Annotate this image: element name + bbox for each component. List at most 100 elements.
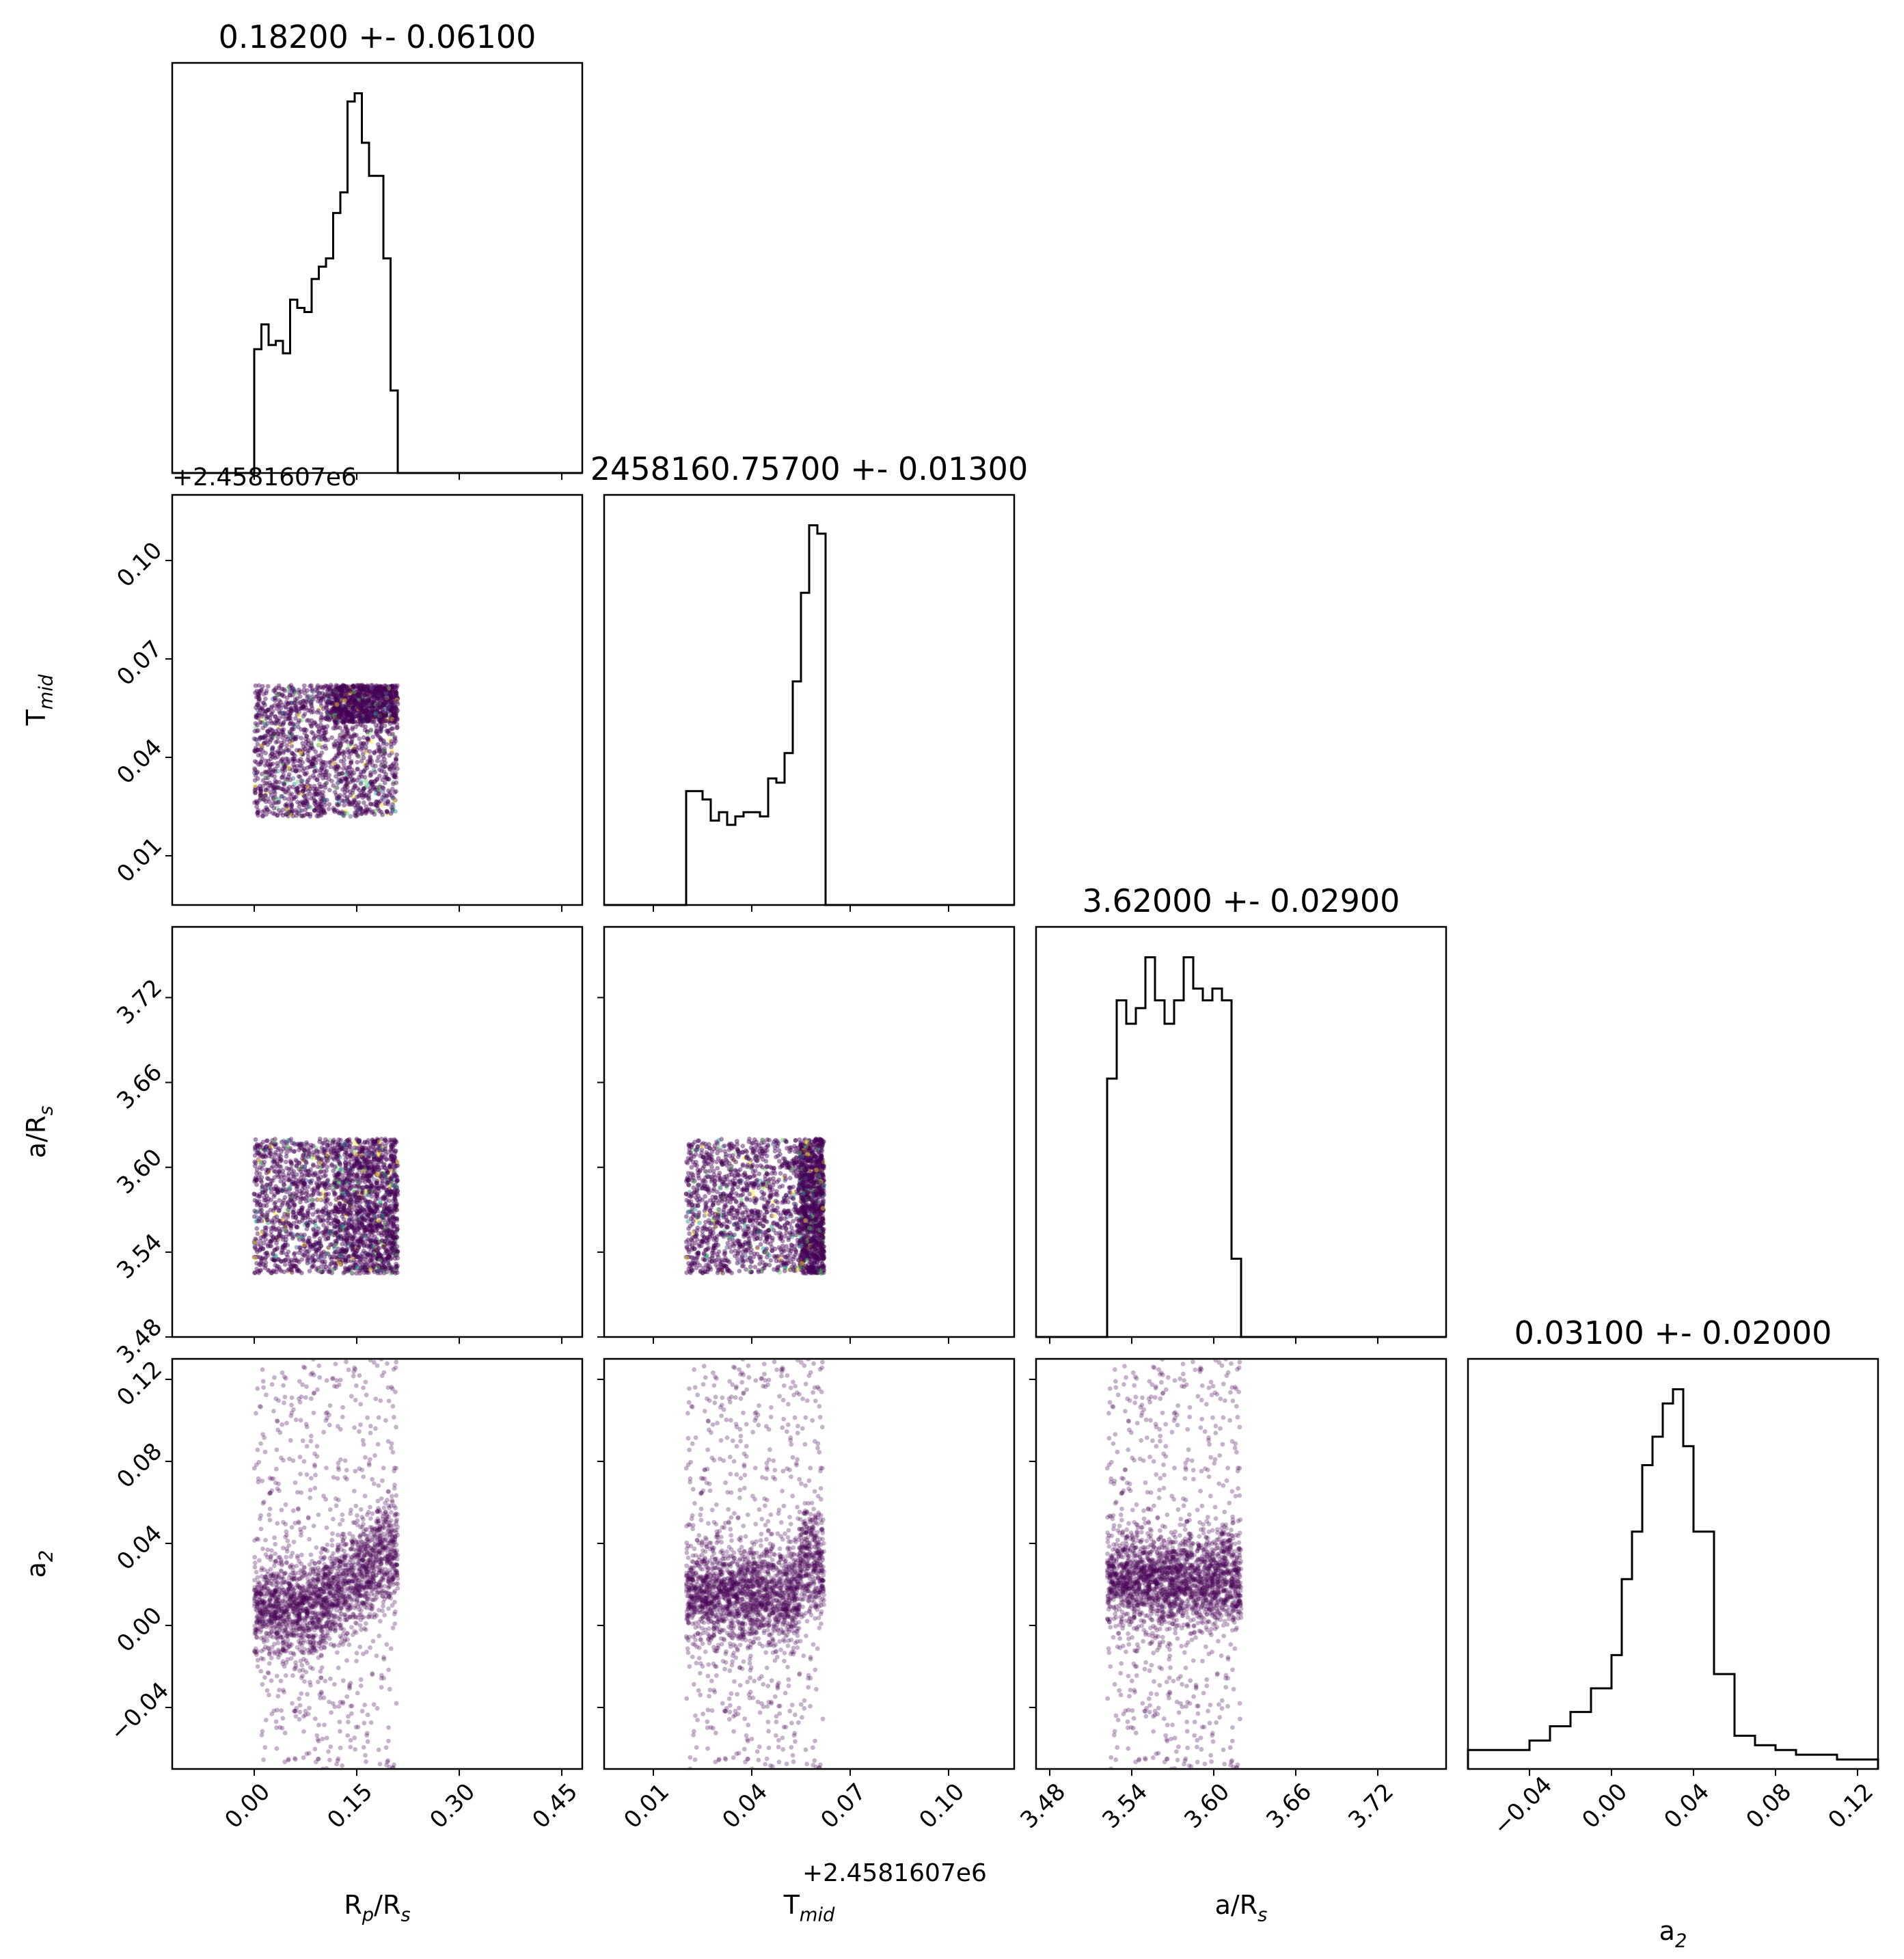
scatter-point <box>297 748 303 753</box>
scatter-point <box>312 808 317 813</box>
scatter-point <box>344 688 350 693</box>
scatter-point <box>305 707 310 713</box>
scatter-point <box>375 690 380 696</box>
scatter-point <box>317 1197 322 1202</box>
scatter-point <box>325 713 330 718</box>
scatter-point <box>284 756 288 761</box>
scatter-point <box>270 782 275 787</box>
scatter-point <box>259 772 264 776</box>
scatter-point <box>358 719 364 725</box>
scatter-point <box>351 684 356 689</box>
scatter-point <box>297 710 301 715</box>
scatter-point <box>272 1139 277 1144</box>
scatter-point <box>260 783 266 789</box>
scatter-point <box>339 710 344 715</box>
scatter-point <box>353 699 358 703</box>
scatter-point <box>259 744 264 750</box>
scatter-point <box>334 708 339 713</box>
scatter-point <box>394 1203 398 1208</box>
scatter-point <box>280 727 285 733</box>
scatter-point <box>359 706 364 712</box>
scatter-point <box>393 713 398 718</box>
scatter-point <box>376 791 381 796</box>
scatter-point <box>394 705 399 711</box>
scatter-point <box>366 689 372 694</box>
scatter-point <box>269 748 275 753</box>
scatter-point <box>380 702 385 707</box>
scatter-point <box>340 688 344 693</box>
scatter-point <box>286 813 291 819</box>
scatter-point <box>357 1150 362 1154</box>
scatter-point <box>301 714 306 719</box>
scatter-point <box>258 789 264 794</box>
scatter-point <box>323 683 328 688</box>
scatter-point <box>349 1157 354 1162</box>
scatter-point <box>312 1232 317 1237</box>
scatter-point <box>353 784 357 789</box>
scatter-point <box>343 707 348 712</box>
scatter-point <box>304 734 310 739</box>
scatter-point <box>253 749 258 754</box>
scatter-point <box>253 690 258 695</box>
scatter-point <box>322 772 327 777</box>
scatter-point <box>352 733 357 738</box>
scatter-point <box>387 692 392 697</box>
scatter-point <box>346 743 352 748</box>
scatter-point <box>373 711 379 716</box>
scatter-point <box>292 722 297 727</box>
scatter-point <box>257 697 262 702</box>
scatter-point <box>365 703 370 708</box>
scatter-point <box>301 786 306 792</box>
scatter-point <box>254 737 258 742</box>
scatter-point <box>362 688 367 693</box>
scatter-point <box>316 1176 321 1181</box>
scatter-point <box>338 688 344 694</box>
scatter-point <box>368 701 373 706</box>
scatter-point <box>359 790 364 795</box>
scatter-point <box>377 1148 382 1153</box>
scatter-point <box>362 712 367 716</box>
scatter-point <box>353 743 358 748</box>
scatter-point <box>315 689 320 694</box>
scatter-point <box>340 715 345 720</box>
scatter-point <box>377 701 383 705</box>
scatter-point <box>335 708 340 714</box>
scatter-point <box>379 692 384 697</box>
scatter-point <box>387 753 392 758</box>
scatter-point <box>379 684 383 689</box>
scatter-point <box>336 693 342 699</box>
scatter-point <box>360 795 366 800</box>
scatter-point <box>275 739 280 744</box>
scatter-point <box>385 728 391 733</box>
scatter-point <box>394 697 399 703</box>
scatter-point <box>338 725 342 731</box>
scatter-point <box>324 1191 329 1197</box>
scatter-point <box>364 701 369 705</box>
scatter-point <box>336 765 342 770</box>
scatter-point <box>271 785 276 790</box>
scatter-point <box>356 715 362 720</box>
scatter-point <box>308 792 313 796</box>
scatter-point <box>372 811 377 817</box>
scatter-point <box>306 788 311 794</box>
scatter-point <box>301 788 306 794</box>
scatter-point <box>284 1234 289 1239</box>
scatter-point <box>316 726 322 731</box>
scatter-point <box>357 1239 362 1243</box>
scatter-point <box>329 692 334 697</box>
scatter-point <box>342 786 348 791</box>
scatter-point <box>282 1262 288 1267</box>
scatter-point <box>370 700 376 705</box>
scatter-point <box>392 789 398 795</box>
scatter-point <box>316 696 322 701</box>
scatter-point <box>252 1270 258 1275</box>
scatter-point <box>332 718 338 724</box>
scatter-point <box>340 729 345 734</box>
scatter-point <box>363 694 368 699</box>
scatter-point <box>258 1230 264 1236</box>
scatter-point <box>355 706 360 712</box>
scatter-point <box>294 698 299 703</box>
scatter-point <box>342 733 346 738</box>
scatter-point <box>253 1237 258 1241</box>
scatter-point <box>308 775 313 780</box>
